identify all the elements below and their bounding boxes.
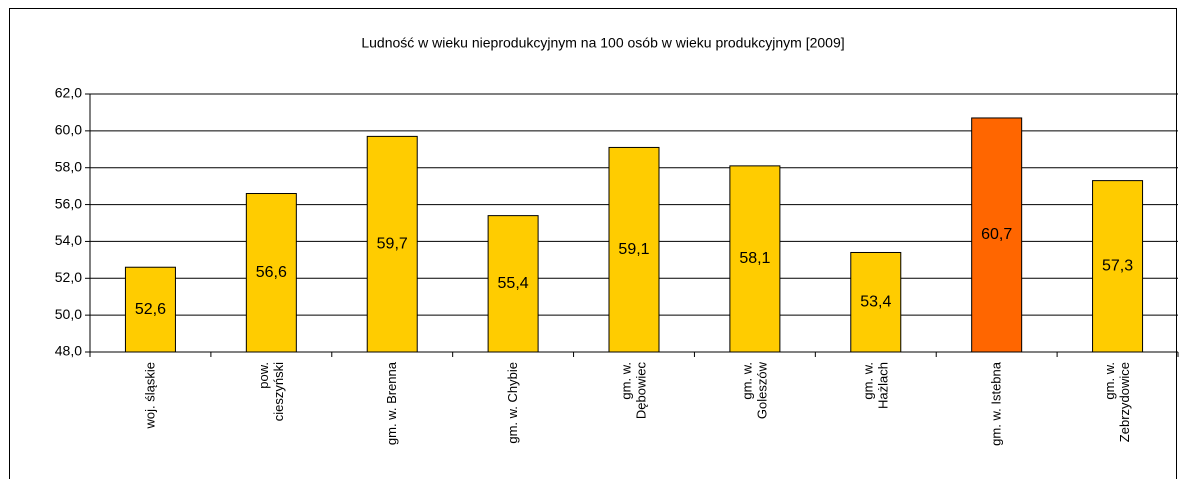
bar bbox=[124, 266, 176, 353]
value-label: 53,4 bbox=[860, 293, 891, 310]
x-tick-label-line: Dębowiec bbox=[634, 362, 649, 420]
x-tick-label: gm. w.Goleszów bbox=[739, 361, 769, 419]
value-label: 58,1 bbox=[739, 250, 770, 267]
x-tick-label-line: gm. w. bbox=[619, 362, 634, 400]
x-tick-label-line: Zebrzydowice bbox=[1117, 362, 1132, 442]
x-tick-label: gm. w.Zebrzydowice bbox=[1102, 362, 1132, 442]
y-tick-label: 58,0 bbox=[55, 158, 82, 174]
x-tick-label: gm. w. Brenna bbox=[384, 361, 399, 445]
value-label: 60,7 bbox=[981, 226, 1012, 243]
bar bbox=[1092, 180, 1144, 353]
x-tick-label-line: Hażlach bbox=[875, 362, 890, 409]
y-tick-label: 60,0 bbox=[55, 122, 82, 138]
bar bbox=[245, 193, 297, 353]
x-tick-label-line: cieszyński bbox=[271, 362, 286, 421]
x-tick-label: gm. w. Istebna bbox=[989, 361, 1004, 446]
bar bbox=[729, 165, 781, 353]
chart-title: Ludność w wieku nieprodukcyjnym na 100 o… bbox=[361, 35, 844, 51]
x-tick-label: woj. śląskie bbox=[142, 362, 157, 429]
value-label: 57,3 bbox=[1102, 258, 1133, 275]
y-tick-label: 48,0 bbox=[55, 343, 82, 359]
y-tick-label: 62,0 bbox=[55, 85, 82, 101]
x-tick-label-line: Goleszów bbox=[754, 361, 769, 419]
y-tick-label: 50,0 bbox=[55, 306, 82, 322]
value-label: 59,1 bbox=[618, 241, 649, 258]
value-label: 56,6 bbox=[256, 264, 287, 281]
x-tick-label-line: woj. śląskie bbox=[142, 362, 157, 429]
y-tick-label: 52,0 bbox=[55, 269, 82, 285]
x-tick-label: gm. w.Hażlach bbox=[860, 362, 890, 409]
x-tick-label-line: gm. w. Chybie bbox=[505, 362, 520, 444]
x-tick-label-line: gm. w. bbox=[739, 362, 754, 400]
value-label: 59,7 bbox=[377, 235, 408, 252]
x-tick-label-line: gm. w. Brenna bbox=[384, 361, 399, 445]
bar bbox=[608, 146, 660, 353]
value-label: 55,4 bbox=[498, 275, 529, 292]
x-tick-label: gm. w. Chybie bbox=[505, 362, 520, 444]
bar bbox=[366, 135, 418, 353]
x-tick-label-line: gm. w. bbox=[860, 362, 875, 400]
x-tick-label: pow.cieszyński bbox=[256, 362, 286, 421]
bar bbox=[850, 251, 902, 353]
x-tick-label-line: gm. w. Istebna bbox=[989, 361, 1004, 446]
x-tick-label-line: gm. w. bbox=[1102, 362, 1117, 400]
value-label: 52,6 bbox=[135, 301, 166, 318]
x-tick-label: gm. w.Dębowiec bbox=[619, 362, 649, 420]
y-tick-label: 56,0 bbox=[55, 195, 82, 211]
bar bbox=[487, 215, 539, 353]
bar bbox=[971, 117, 1023, 353]
y-tick-label: 54,0 bbox=[55, 232, 82, 248]
x-tick-label-line: pow. bbox=[256, 362, 271, 389]
